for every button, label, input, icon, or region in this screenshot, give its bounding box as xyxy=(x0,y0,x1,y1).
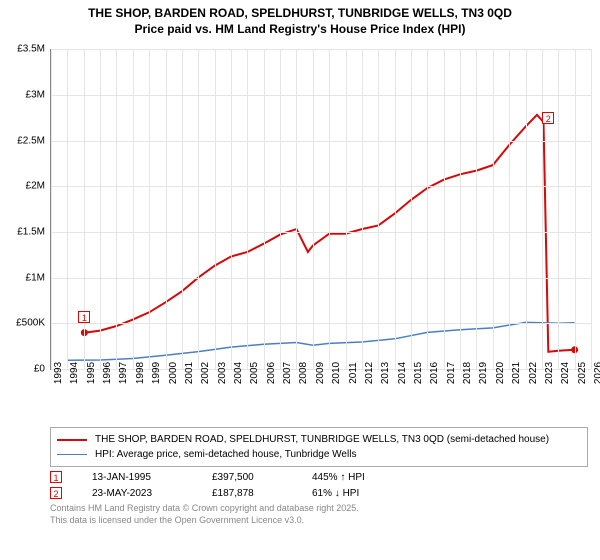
gridline-v xyxy=(231,49,232,369)
transaction-price: £397,500 xyxy=(212,472,282,483)
title-line1: THE SHOP, BARDEN ROAD, SPELDHURST, TUNBR… xyxy=(10,6,590,22)
gridline-v xyxy=(329,49,330,369)
transaction-change: 61% ↓ HPI xyxy=(312,488,359,499)
legend-label: THE SHOP, BARDEN ROAD, SPELDHURST, TUNBR… xyxy=(95,432,549,447)
gridline-v xyxy=(411,49,412,369)
legend: THE SHOP, BARDEN ROAD, SPELDHURST, TUNBR… xyxy=(50,427,588,467)
footer-line1: Contains HM Land Registry data © Crown c… xyxy=(50,503,588,515)
gridline-v xyxy=(215,49,216,369)
legend-item: HPI: Average price, semi-detached house,… xyxy=(57,447,581,462)
gridline-v xyxy=(346,49,347,369)
legend-item: THE SHOP, BARDEN ROAD, SPELDHURST, TUNBR… xyxy=(57,432,581,447)
y-axis-label: £2M xyxy=(26,181,45,192)
gridline-v xyxy=(116,49,117,369)
transaction-price: £187,878 xyxy=(212,488,282,499)
series-line-hpi xyxy=(67,323,574,361)
y-axis-label: £500K xyxy=(16,318,45,329)
gridline-v xyxy=(313,49,314,369)
transaction-marker: 1 xyxy=(50,471,62,483)
gridline-v xyxy=(476,49,477,369)
gridline-v xyxy=(247,49,248,369)
footer-line2: This data is licensed under the Open Gov… xyxy=(50,515,588,527)
legend-swatch xyxy=(57,454,87,455)
transaction-row: 2 23-MAY-2023 £187,878 61% ↓ HPI xyxy=(50,487,588,499)
y-axis-label: £0 xyxy=(34,364,45,375)
y-axis-label: £1M xyxy=(26,272,45,283)
gridline-v xyxy=(542,49,543,369)
title-line2: Price paid vs. HM Land Registry's House … xyxy=(10,22,590,38)
gridline-v xyxy=(575,49,576,369)
transaction-row: 1 13-JAN-1995 £397,500 445% ↑ HPI xyxy=(50,471,588,483)
gridline-v xyxy=(67,49,68,369)
footer-attribution: Contains HM Land Registry data © Crown c… xyxy=(50,503,588,526)
x-axis-label: 2026 xyxy=(593,362,600,384)
chart-area: 12 £0£500K£1M£1.5M£2M£2.5M£3M£3.5M199319… xyxy=(0,39,600,419)
gridline-v xyxy=(51,49,52,369)
gridline-v xyxy=(264,49,265,369)
gridline-v xyxy=(378,49,379,369)
gridline-v xyxy=(296,49,297,369)
gridline-v xyxy=(509,49,510,369)
gridline-v xyxy=(133,49,134,369)
gridline-v xyxy=(460,49,461,369)
transaction-date: 23-MAY-2023 xyxy=(92,488,182,499)
gridline-v xyxy=(362,49,363,369)
chart-title: THE SHOP, BARDEN ROAD, SPELDHURST, TUNBR… xyxy=(0,0,600,39)
chart-marker: 2 xyxy=(542,112,554,124)
gridline-v xyxy=(493,49,494,369)
gridline-v xyxy=(182,49,183,369)
gridline-v xyxy=(198,49,199,369)
y-axis-label: £3.5M xyxy=(17,44,45,55)
gridline-v xyxy=(280,49,281,369)
gridline-v xyxy=(526,49,527,369)
gridline-v xyxy=(444,49,445,369)
chart-marker: 1 xyxy=(78,311,90,323)
y-axis-label: £1.5M xyxy=(17,227,45,238)
y-axis-label: £2.5M xyxy=(17,135,45,146)
transaction-marker: 2 xyxy=(50,487,62,499)
transaction-change: 445% ↑ HPI xyxy=(312,472,365,483)
gridline-v xyxy=(427,49,428,369)
gridline-v xyxy=(149,49,150,369)
gridline-v xyxy=(558,49,559,369)
transaction-date: 13-JAN-1995 xyxy=(92,472,182,483)
transactions-table: 1 13-JAN-1995 £397,500 445% ↑ HPI 2 23-MAY-20… xyxy=(50,471,588,499)
gridline-v xyxy=(166,49,167,369)
plot-area: 12 xyxy=(50,49,591,370)
gridline-v xyxy=(100,49,101,369)
legend-label: HPI: Average price, semi-detached house,… xyxy=(95,447,356,462)
gridline-v xyxy=(591,49,592,369)
y-axis-label: £3M xyxy=(26,89,45,100)
gridline-v xyxy=(395,49,396,369)
legend-swatch xyxy=(57,439,87,441)
